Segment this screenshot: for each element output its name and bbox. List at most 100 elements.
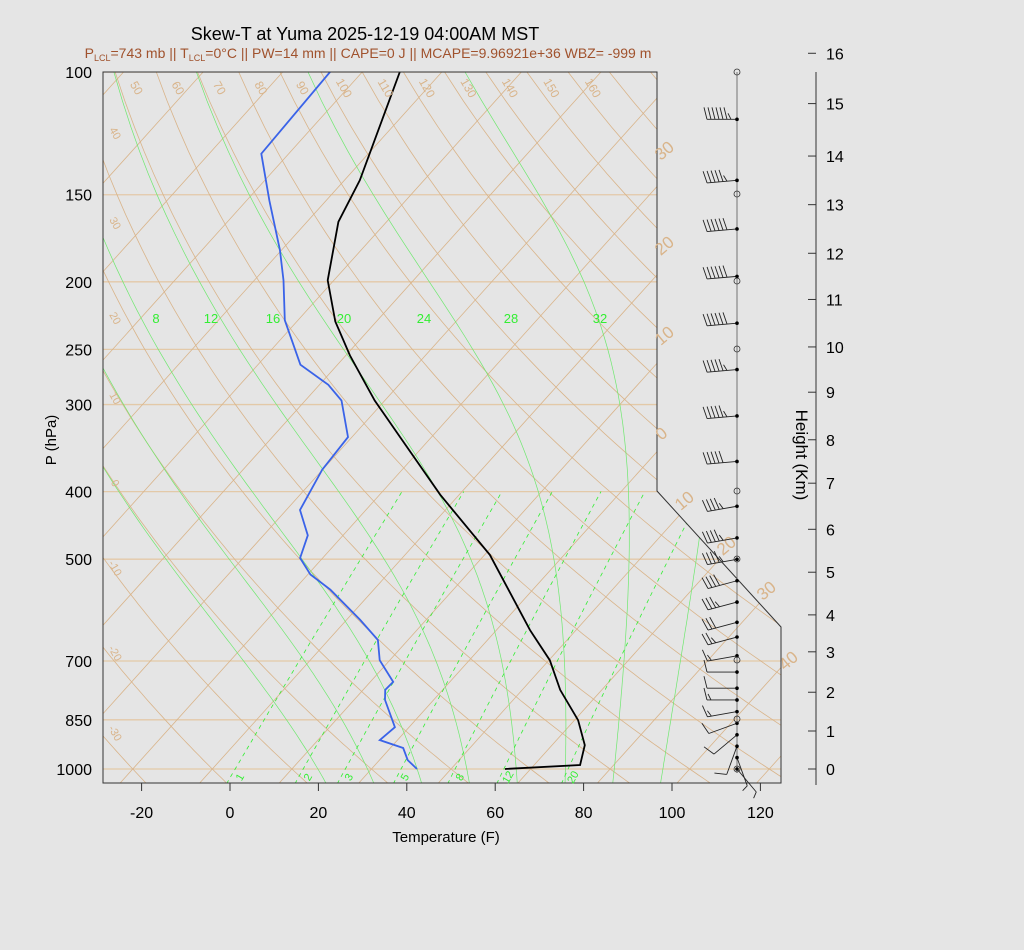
dry-adiabat [526,72,781,783]
mixing-ratio-label: 12 [500,769,517,786]
x-tick-label: 80 [575,805,593,822]
isotherm [103,72,681,783]
wind-barb [707,621,738,631]
dry-adiabat [444,72,781,783]
wind-level-dot [735,600,739,604]
dry-adiabat [691,72,781,783]
wind-barb-flag [703,659,708,673]
wind-barb-flag [701,618,709,631]
dry-adiabat [238,72,781,783]
wind-barb [707,580,738,589]
dry-adiabat [320,72,781,783]
wind-barb-flag [723,175,728,182]
mixing-ratio-line [336,491,503,783]
wind-barb [707,601,738,611]
isotherm [119,72,761,783]
plot-frame [102,71,782,784]
isotherm [103,72,363,783]
mixing-ratio-line [392,491,553,783]
height-tick-label: 14 [826,149,844,166]
wind-barb-flag [707,107,712,120]
wind-barb-flag [709,596,717,608]
height-tick-label: 6 [826,522,835,539]
moist-adiabat [196,72,518,783]
wind-barb [707,228,738,233]
isotherm [103,72,522,783]
wind-barb-flag [710,637,717,644]
wind-barb-flag [719,107,724,120]
height-tick-label: 0 [826,762,835,779]
wind-level-dot [735,698,739,702]
height-axis-label: Height (Km) [792,410,811,501]
wind-barb-flag [714,601,720,608]
wind-barb [707,711,738,718]
dry-adiabat [103,72,228,783]
wind-barb [707,558,738,565]
wind-barb-flag [705,597,713,610]
wind-barb-flag [722,265,728,278]
wind-barb [707,415,738,420]
height-tick-label: 8 [826,433,835,450]
isotherm [0,72,44,784]
wind-barb-flag [709,551,716,564]
dry-adiabat [403,72,781,783]
wind-barb [707,179,738,184]
wind-barb-flag [722,312,728,325]
height-tick-label: 2 [826,685,835,702]
height-tick-label: 7 [826,476,835,493]
wind-barb-flag [702,452,708,465]
wind-barb-flag [710,313,716,326]
height-tick-label: 3 [826,645,835,662]
wind-barb-flag [713,529,720,542]
axes: -20 0 20 40 60 80 100 1201001502002503004005007… [56,46,843,822]
wind-barb-flag [703,746,715,755]
isotherm-label: 0 [652,423,671,444]
wind-level-dot [735,536,739,540]
wind-barb-flag [714,405,720,418]
isotherm-label: 60 [169,79,188,98]
wind-barb-flag [707,654,712,661]
wind-barb [707,369,738,373]
wind-level-dot [735,578,739,583]
isotherm [516,72,781,783]
y-tick-label: 200 [65,275,92,292]
y-tick-label: 400 [65,485,92,502]
wind-barb-flag [702,360,708,373]
isotherm [103,72,283,783]
wind-barb-flag [701,722,710,734]
wind-barb-flag [702,313,708,326]
wind-barb-flag [702,171,708,184]
isotherm [596,72,781,783]
dry-adiabat [114,72,712,783]
wind-level-dot [735,504,739,509]
y-tick-label: 150 [65,188,92,205]
x-tick-label: 100 [659,805,686,822]
mixing-ratio-label: 5 [399,772,412,783]
moist-adiabat-label: 8 [152,311,159,326]
pressure-level-marker [733,68,741,76]
isotherm-label: 160 [582,76,604,101]
x-tick-label: 40 [398,805,416,822]
wind-barb-flag [714,772,727,775]
isotherm-label: -30 [105,724,123,744]
wind-barb-flag [715,107,720,120]
y-tick-label: 500 [65,552,92,569]
dry-adiabat [650,72,781,783]
wind-level-dot [735,767,739,771]
x-tick-label: 20 [310,805,328,822]
height-tick-label: 12 [826,246,844,263]
wind-barb [708,722,738,734]
mixing-ratio-line [294,491,465,783]
wind-barb-flag [702,406,708,419]
wind-barb-flag [723,410,728,418]
x-tick-label: -20 [130,805,153,822]
x-tick-label: 120 [747,805,774,822]
height-tick-label: 13 [826,198,844,215]
wind-barb-flag [718,405,724,418]
isotherm [103,72,204,783]
wind-barb-flag [718,312,724,325]
wind-level-dot [735,321,739,325]
wind-barb [707,505,738,512]
wind-barb-flag [706,406,712,419]
